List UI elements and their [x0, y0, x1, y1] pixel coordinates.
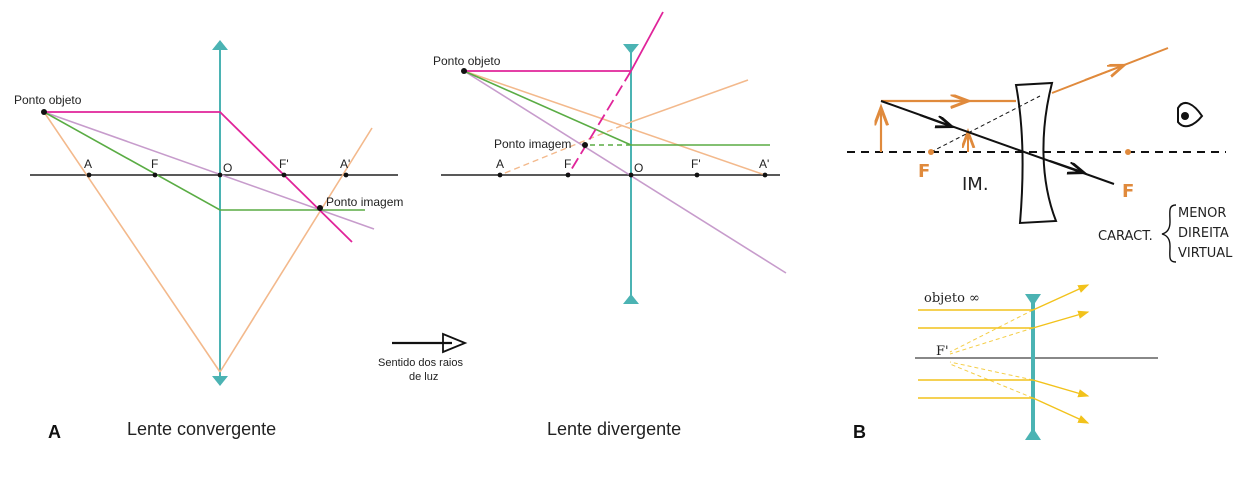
infinity-focus-label: F': [936, 344, 949, 359]
characteristic-3: VIRTUAL: [1178, 246, 1233, 261]
outgoing-ray-4: [1032, 397, 1090, 424]
virtual-ray-2: [949, 327, 1034, 355]
axis-point-a: [86, 172, 92, 178]
axis-label-f: F: [564, 157, 571, 171]
ray-green: [43, 111, 365, 211]
virtual-ray-3: [949, 361, 1034, 381]
ray-peach-up-right: [630, 79, 749, 123]
axis-label-f: F: [151, 157, 158, 171]
image-label: Ponto imagem: [494, 137, 571, 151]
outgoing-ray-2: [1032, 310, 1090, 329]
ray-magenta-back: [567, 70, 632, 176]
panel-marker-a: A: [48, 422, 61, 442]
axis-point-a-prime: [762, 172, 768, 178]
axis-label-a-prime: A': [340, 157, 350, 171]
eye-icon: [1177, 101, 1204, 128]
ray-lilac: [463, 70, 787, 274]
focus-label-left: F: [918, 161, 930, 182]
image-point: [582, 142, 588, 148]
ray-magenta-out: [630, 11, 664, 72]
focus-dot-right: [1125, 149, 1131, 155]
focus-dot-left: [928, 149, 934, 155]
ray-peach-up: [219, 127, 373, 373]
ray-central-arrow-2: [1049, 160, 1082, 172]
object-label: Ponto objeto: [14, 93, 82, 107]
object-point: [41, 109, 47, 115]
axis-label-o: O: [634, 161, 643, 175]
divergent-lens-sketch: F F IM. CARACT. MENOR DIREITA VIRTUAL: [847, 47, 1233, 263]
ray-green-in: [463, 70, 632, 146]
axis-point-f: [152, 172, 158, 178]
infinity-object-diagram: objeto ∞ F': [915, 284, 1158, 440]
axis-point-f: [565, 172, 571, 178]
axis-point-o: [628, 172, 634, 178]
divergent-lens-small: [1025, 294, 1041, 440]
direction-note-line2: de luz: [409, 371, 438, 383]
virtual-ray-1: [949, 309, 1034, 353]
axis-label-f-prime: F': [691, 157, 701, 171]
outgoing-ray-3: [1032, 379, 1090, 398]
virtual-ray-4: [949, 363, 1034, 399]
axis-point-a-prime: [343, 172, 349, 178]
object-point: [461, 68, 467, 74]
brace: [1161, 204, 1177, 263]
characteristic-2: DIREITA: [1178, 226, 1229, 241]
ray-peach-back-to-a: [499, 121, 632, 176]
convergent-caption: Lente convergente: [127, 419, 276, 439]
outgoing-ray-1: [1032, 284, 1090, 311]
axis-point-f-prime: [281, 172, 287, 178]
axis-point-a: [497, 172, 503, 178]
ray-peach-down: [43, 111, 221, 373]
axis-label-f-prime: F': [279, 157, 289, 171]
axis-point-o: [217, 172, 223, 178]
divergent-caption: Lente divergente: [547, 419, 681, 439]
image-label: Ponto imagem: [326, 195, 403, 209]
image-point: [317, 205, 323, 211]
object-label: Ponto objeto: [433, 54, 501, 68]
ray-central-arrow-1: [919, 114, 950, 126]
ray-lilac: [43, 111, 375, 230]
ray-diverging-arrow: [1084, 66, 1122, 81]
ray-peach-to-a-prime: [463, 70, 766, 176]
infinity-object-label: objeto ∞: [924, 291, 980, 306]
ray-magenta: [44, 111, 353, 243]
axis-label-o: O: [223, 161, 232, 175]
divergent-lens-diagram: Ponto objeto Ponto imagem A F O F' A' Le…: [433, 11, 787, 439]
focus-label-right: F: [1122, 181, 1134, 202]
concave-lens-sketch: [1014, 81, 1058, 225]
characteristic-1: MENOR: [1178, 206, 1226, 221]
light-direction-note: Sentido dos raios de luz: [378, 332, 468, 383]
convergent-lens-diagram: Ponto objeto Ponto imagem A F O F' A' Le…: [14, 40, 403, 439]
image-tag: IM.: [962, 174, 989, 195]
axis-label-a: A: [496, 157, 504, 171]
axis-label-a-prime: A': [759, 157, 769, 171]
panel-marker-b: B: [853, 422, 866, 442]
axis-label-a: A: [84, 157, 92, 171]
direction-note-line1: Sentido dos raios: [378, 357, 463, 369]
convergent-lens: [212, 40, 228, 386]
caract-label: CARACT.: [1098, 229, 1153, 244]
axis-point-f-prime: [694, 172, 700, 178]
